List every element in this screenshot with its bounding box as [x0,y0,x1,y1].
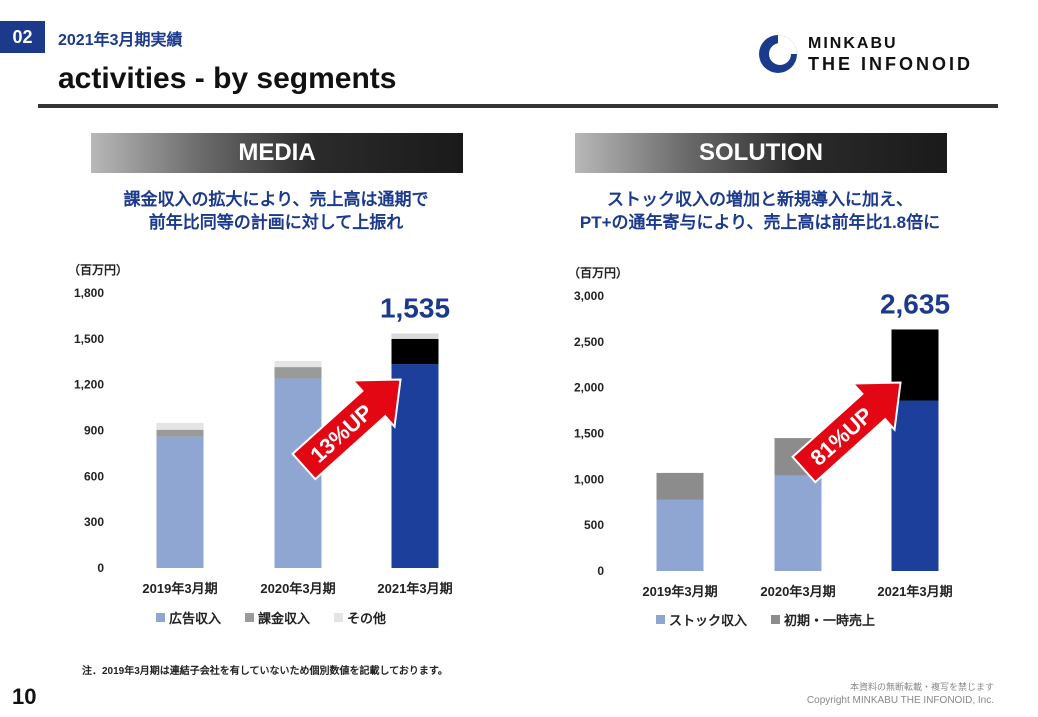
footnote: 注．2019年3月期は連結子会社を有していないため個別数値を記載しております。 [82,666,448,677]
bar-segment [656,472,704,500]
y-tick-label: 1,500 [574,427,604,441]
logo-text-line1: MINKABU [808,35,898,52]
legend-label: 課金収入 [258,611,311,626]
legend-swatch [656,615,665,624]
page-title: activities - by segments [58,62,397,95]
growth-arrow: 81%UP [791,381,902,484]
growth-arrow: 13%UP [291,378,402,481]
x-tick-label: 2019年3月期 [142,581,217,596]
x-tick-label: 2021年3月期 [377,581,452,596]
total-value-label: 2,635 [880,288,950,319]
bar-segment [156,436,204,568]
bar-segment [774,475,822,571]
solution-subtitle: ストック収入の増加と新規導入に加え、 PT+の通年寄与により、売上高は前年比1.… [540,188,980,234]
x-tick-label: 2021年3月期 [877,584,952,599]
total-value-label: 1,535 [380,292,450,323]
bar-segment [391,333,439,339]
y-tick-label: 600 [84,469,104,483]
legend-label: 広告収入 [169,611,222,626]
media-banner: MEDIA [91,133,463,173]
bar-segment [274,360,322,368]
growth-arrow-shape [791,381,902,484]
page-number: 10 [12,684,37,709]
legend-label: 初期・一時売上 [784,613,876,628]
y-tick-label: 1,000 [574,472,604,486]
y-tick-label: 0 [597,564,604,578]
media-subtitle-line-2: 前年比同等の計画に対して上振れ [148,213,404,232]
solution-chart: （百万円） 0 500 1,000 1,500 2,000 2,500 3,000 2019年3… [568,265,953,599]
y-tick-label: 2,500 [574,335,604,349]
y-tick-label: 900 [84,424,104,438]
legend-item-stock-revenue: ストック収入 [656,610,747,629]
media-chart: （百万円） 0 300 600 900 1,200 1,500 1,800 2019年3月期 20… [68,262,453,596]
legend-swatch [334,613,344,622]
x-tick-label: 2020年3月期 [260,581,335,596]
bar-segment [274,367,322,379]
bar-segment [156,422,204,430]
y-tick-label: 0 [97,561,104,575]
y-tick-label: 3,000 [574,289,604,303]
legend-label: その他 [347,611,387,626]
bar-segment [391,364,439,568]
legend-swatch [156,613,165,622]
media-subtitle: 課金収入の拡大により、売上高は通期で 前年比同等の計画に対して上振れ [60,188,492,234]
growth-arrow-shape [291,378,402,481]
legend-swatch [771,615,781,624]
legend-swatch [245,613,255,622]
y-tick-label: 1,500 [74,332,104,346]
solution-subtitle-line-1: ストック収入の増加と新規導入に加え、 [607,190,913,209]
logo-mark-icon [759,35,797,73]
media-subtitle-line-1: 課金収入の拡大により、売上高は通期で [123,190,429,209]
y-tick-label: 1,800 [74,286,104,300]
y-tick-label: 300 [84,515,104,529]
bar-segment [891,400,939,571]
legend-item-billing-revenue: 課金収入 [245,608,310,627]
media-legend: 広告収入 課金収入 その他 [156,608,386,627]
section-title: 2021年3月期実績 [58,32,183,49]
company-logo: MINKABU THE INFONOID [756,32,1006,78]
solution-banner: SOLUTION [575,133,947,173]
x-tick-label: 2019年3月期 [642,584,717,599]
unit-label: （百万円） [568,265,628,280]
copyright: Copyright MINKABU THE INFONOID, Inc. [806,695,994,706]
y-tick-label: 2,000 [574,381,604,395]
logo-text-line2: THE INFONOID [808,54,973,74]
section-number-badge: 02 [0,21,45,53]
solution-subtitle-line-2: PT+の通年寄与により、売上高は前年比1.8倍に [579,213,941,232]
bar-segment [156,429,204,437]
bar-segment [656,499,704,571]
unit-label: （百万円） [68,262,128,277]
solution-legend: ストック収入 初期・一時売上 [656,610,875,629]
reproduction-notice: 本資料の無断転載・複写を禁じます [849,682,994,692]
bar-segment [391,338,439,365]
legend-item-initial-revenue: 初期・一時売上 [771,610,875,629]
legend-item-ad-revenue: 広告収入 [156,608,221,627]
y-tick-label: 1,200 [74,378,104,392]
title-divider [38,104,998,108]
legend-item-other: その他 [334,608,386,627]
x-tick-label: 2020年3月期 [760,584,835,599]
legend-label: ストック収入 [669,613,748,628]
y-tick-label: 500 [584,518,604,532]
